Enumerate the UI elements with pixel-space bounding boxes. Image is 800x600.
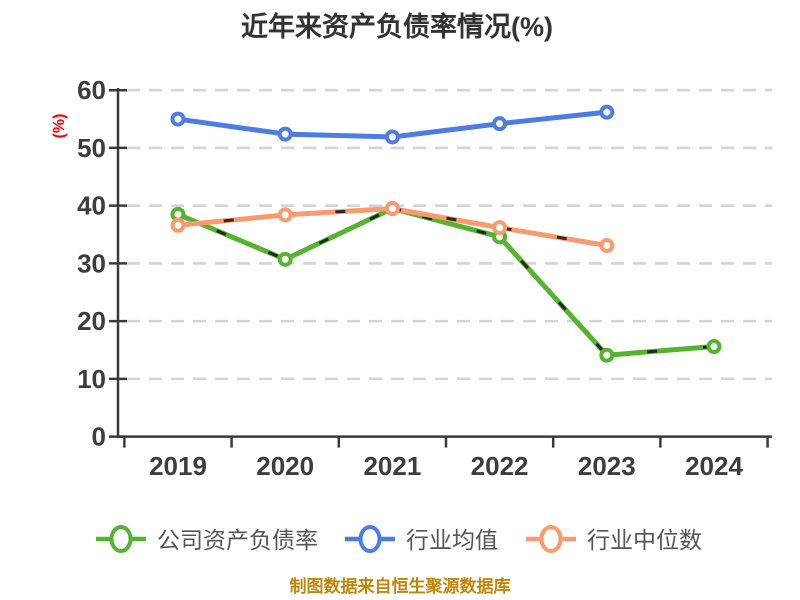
x-tick-label: 2023 (578, 451, 636, 481)
data-point-marker-industry-median (492, 220, 508, 236)
legend-item-company: 公司资产负债率 (96, 525, 318, 553)
footer-note: 制图数据来自恒生聚源数据库 (290, 576, 511, 596)
y-tick-label: 60 (77, 75, 106, 105)
legend-label-company: 公司资产负债率 (157, 527, 318, 553)
legend: 公司资产负债率 行业均值 行业中位数 (96, 525, 702, 553)
data-point-marker-company (277, 251, 293, 267)
data-point-marker-company (706, 339, 722, 355)
y-tick-label: 0 (92, 422, 106, 452)
series-dash-overlay-company (177, 206, 715, 357)
data-point-marker-industry-median (599, 238, 615, 254)
x-tick-label: 2021 (363, 451, 421, 481)
chart-title: 近年来资产负债率情况(%) (241, 11, 553, 42)
y-tick-label: 10 (77, 364, 106, 394)
plot-area: 0 10 20 30 40 50 60 2019 2020 2021 2022 2023 2024 (77, 75, 772, 481)
legend-label-industry-median: 行业中位数 (587, 527, 702, 553)
data-point-marker-industry-mean (384, 129, 400, 145)
data-point-marker-industry-median (277, 207, 293, 223)
data-point-marker-industry-mean (277, 126, 293, 142)
y-tick-label: 30 (77, 248, 106, 278)
data-point-marker-industry-median (170, 217, 186, 233)
x-tick-label: 2019 (149, 451, 207, 481)
x-tick-label: 2020 (256, 451, 314, 481)
x-tick-label: 2024 (685, 451, 743, 481)
legend-marker-company (109, 525, 133, 553)
data-point-marker-industry-mean (599, 104, 615, 120)
legend-label-industry-mean: 行业均值 (406, 527, 498, 553)
y-axis-label: (%) (51, 114, 68, 139)
y-tick-label: 50 (77, 133, 106, 163)
x-tick-label: 2022 (471, 451, 529, 481)
y-tick-label: 20 (77, 306, 106, 336)
legend-marker-industry-median (539, 525, 563, 553)
data-point-marker-industry-median (384, 201, 400, 217)
legend-item-industry-mean: 行业均值 (345, 525, 498, 553)
legend-item-industry-median: 行业中位数 (526, 525, 702, 553)
y-tick-label: 40 (77, 191, 106, 221)
series-line-company (175, 206, 717, 358)
data-point-marker-industry-mean (170, 111, 186, 127)
legend-marker-industry-mean (358, 525, 382, 553)
data-point-marker-company (599, 347, 615, 363)
data-point-marker-industry-mean (492, 116, 508, 132)
